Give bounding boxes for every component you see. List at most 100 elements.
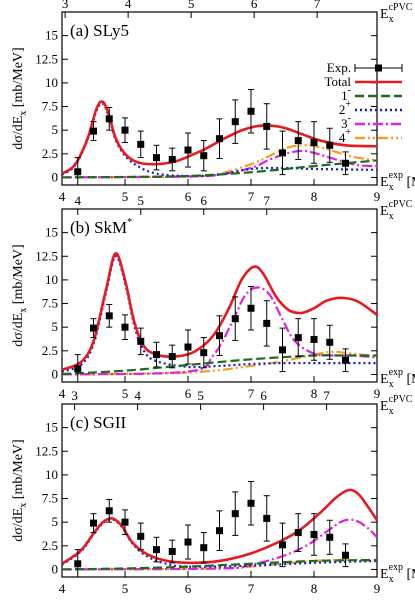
exp-point — [326, 338, 334, 346]
y-axis-label-unit: [mb/MeV] — [11, 439, 26, 502]
top-axis-label-sup: cPVC — [389, 394, 413, 405]
plot-frame — [61, 11, 378, 186]
panel-label-text: (a) SLy5 — [70, 21, 129, 40]
exp-point — [279, 541, 286, 549]
exp-point — [105, 115, 113, 123]
y-tick-label: 0 — [52, 366, 59, 381]
top-axis-label-base: E — [380, 7, 389, 22]
exp-point — [184, 343, 192, 351]
exp-point — [184, 538, 192, 546]
x-tick-label: 8 — [311, 189, 318, 204]
exp-point — [326, 141, 334, 149]
y-tick-label: 15 — [45, 28, 58, 43]
exp-point — [310, 530, 318, 538]
panel-label: (a) SLy5 — [70, 21, 129, 40]
exp-point — [153, 546, 160, 554]
exp-point — [263, 514, 271, 522]
x-tick-label: 5 — [122, 386, 129, 401]
exp-point — [342, 356, 349, 364]
top-axis-label-unit: [MeV] — [412, 399, 415, 414]
x-axis-label-sub: x — [389, 379, 394, 390]
y-tick-label: 7.5 — [42, 491, 58, 506]
exp-point — [310, 138, 318, 146]
series-4-line — [62, 350, 377, 376]
top-axis-label: ExcPVC [MeV] — [380, 199, 415, 222]
legend-label-sup: + — [345, 127, 351, 138]
x-tick-label: 4 — [59, 581, 66, 596]
panel-label-text: (c) SGII — [70, 413, 127, 432]
exp-point — [90, 519, 97, 527]
series-1-line — [62, 558, 377, 571]
series-3-line — [62, 286, 377, 376]
top-tick-label: 5 — [197, 388, 204, 403]
exp-point — [168, 547, 176, 555]
top-tick-label: 4 — [134, 388, 141, 403]
x-axis-label: Exexp [MeV] — [380, 562, 415, 585]
y-axis-label: dσ/dEx [mb/MeV] — [11, 244, 29, 346]
legend-label-text: 3 — [341, 116, 348, 131]
exp-point — [105, 312, 113, 320]
top-axis-label-sup: cPVC — [389, 199, 413, 210]
legend-label-sup: - — [348, 113, 351, 124]
top-axis-label-sub: x — [389, 406, 394, 417]
x-axis-label-sub: x — [389, 574, 394, 585]
exp-point — [200, 349, 208, 357]
legend-label: 3- — [341, 113, 351, 131]
exp-point — [216, 527, 223, 535]
exp-point — [137, 532, 145, 540]
y-tick-label: 10 — [45, 272, 58, 287]
legend-exp-marker — [375, 64, 382, 72]
legend-label: 1- — [341, 85, 351, 103]
x-tick-label: 7 — [248, 189, 255, 204]
top-tick-label: 3 — [62, 0, 69, 11]
y-axis-label-sub: x — [18, 308, 29, 313]
series-2-line — [62, 255, 377, 373]
panel-label: (b) SkM* — [70, 217, 132, 237]
y-axis-label: dσ/dEx [mb/MeV] — [11, 439, 29, 541]
series-1-line — [62, 354, 377, 376]
x-tick-label: 6 — [185, 581, 192, 596]
exp-point — [90, 324, 97, 332]
top-tick-label: 7 — [264, 193, 271, 208]
exp-point — [310, 335, 318, 343]
exp-point — [184, 146, 192, 154]
legend-label-text: Exp. — [327, 60, 351, 75]
x-axis-label-unit: [MeV] — [403, 372, 415, 387]
exp-point — [121, 518, 129, 526]
x-axis-label-base: E — [380, 567, 389, 582]
legend-label: 4+ — [339, 127, 352, 145]
y-axis-label-unit: [mb/MeV] — [11, 244, 26, 307]
x-tick-label: 7 — [248, 581, 255, 596]
legend-label: 2+ — [339, 99, 352, 117]
exp-point — [247, 107, 255, 115]
exp-point — [200, 152, 208, 160]
x-axis-label-sub: x — [389, 182, 394, 193]
x-axis-label-unit: [MeV] — [403, 567, 415, 582]
y-axis-label-base: dσ/dE — [11, 508, 26, 542]
x-axis-label-base: E — [380, 372, 389, 387]
x-axis-label-sup: exp — [389, 562, 403, 573]
x-tick-label: 9 — [374, 189, 381, 204]
x-axis-label-sup: exp — [389, 170, 403, 181]
x-tick-label: 6 — [185, 386, 192, 401]
top-axis-label: ExcPVC [MeV] — [380, 2, 415, 25]
top-axis-label-sub: x — [389, 211, 394, 222]
exp-point — [231, 315, 239, 323]
exp-point — [74, 560, 82, 568]
y-tick-label: 2.5 — [42, 538, 58, 553]
top-axis-label-base: E — [380, 204, 389, 219]
y-tick-label: 10 — [45, 75, 58, 90]
exp-point — [326, 533, 334, 541]
y-tick-label: 12.5 — [35, 443, 58, 458]
exp-point — [216, 332, 223, 340]
x-axis-label-unit: [MeV] — [403, 175, 415, 190]
exp-point — [294, 529, 302, 537]
legend-label-text: Total — [324, 74, 351, 89]
x-tick-label: 8 — [311, 581, 318, 596]
series-Total-line — [62, 252, 377, 371]
exp-point — [137, 140, 145, 148]
legend-label-text: 1 — [341, 88, 348, 103]
